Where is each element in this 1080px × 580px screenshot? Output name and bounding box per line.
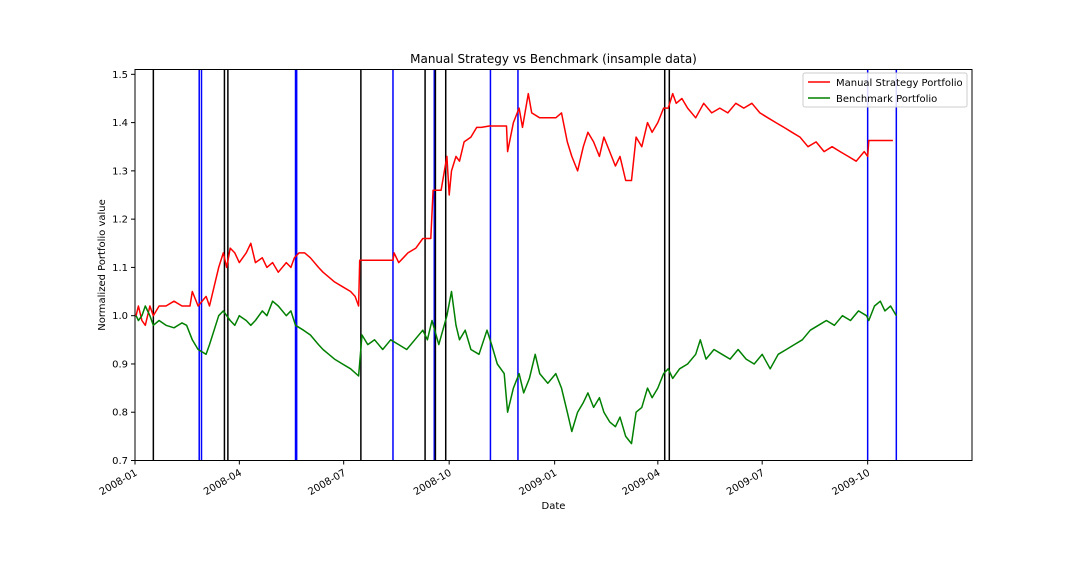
chart-title: Manual Strategy vs Benchmark (insample d… xyxy=(410,52,697,66)
x-tick-label-4: 2009-01 xyxy=(517,468,559,498)
legend-label-manual: Manual Strategy Portfolio xyxy=(836,78,963,89)
y-tick-label-8: 1.5 xyxy=(112,70,128,81)
x-tick-label-0: 2008-01 xyxy=(98,468,140,498)
x-tick-label-6: 2009-07 xyxy=(725,468,767,498)
y-tick-label-0: 0.7 xyxy=(112,456,128,467)
plot-frame xyxy=(134,69,973,461)
series-line-benchmark xyxy=(135,290,897,445)
y-tick-label-4: 1.1 xyxy=(112,263,128,274)
legend-label-benchmark: Benchmark Portfolio xyxy=(836,94,937,105)
series-line-manual-strategy xyxy=(135,92,893,327)
plot-area xyxy=(135,69,972,461)
y-tick-label-1: 0.8 xyxy=(112,408,128,419)
y-tick-label-3: 1.0 xyxy=(112,311,128,322)
x-tick-label-5: 2009-04 xyxy=(621,468,663,498)
y-tick-label-5: 1.2 xyxy=(112,215,128,226)
x-axis-label: Date xyxy=(542,501,566,512)
trade-signal-lines xyxy=(152,69,898,461)
y-tick-label-7: 1.4 xyxy=(112,118,128,129)
x-tick-label-1: 2008-04 xyxy=(202,468,244,498)
x-tick-label-2: 2008-07 xyxy=(306,468,348,498)
y-tick-label-2: 0.9 xyxy=(112,359,128,370)
legend-box xyxy=(802,72,968,108)
x-axis: 2008-01 2008-04 2008-07 2008-10 2009-01 2009-… xyxy=(98,460,872,498)
y-axis: 0.7 0.8 0.9 1.0 1.1 1.2 1.3 1.4 1.5 xyxy=(112,70,135,467)
legend: Manual Strategy Portfolio Benchmark Port… xyxy=(802,72,968,108)
y-axis-label: Normalized Portfolio value xyxy=(97,199,108,331)
x-tick-label-7: 2009-10 xyxy=(830,468,872,498)
y-tick-label-6: 1.3 xyxy=(112,166,128,177)
x-tick-label-3: 2008-10 xyxy=(412,468,454,498)
series-lines xyxy=(135,92,897,445)
